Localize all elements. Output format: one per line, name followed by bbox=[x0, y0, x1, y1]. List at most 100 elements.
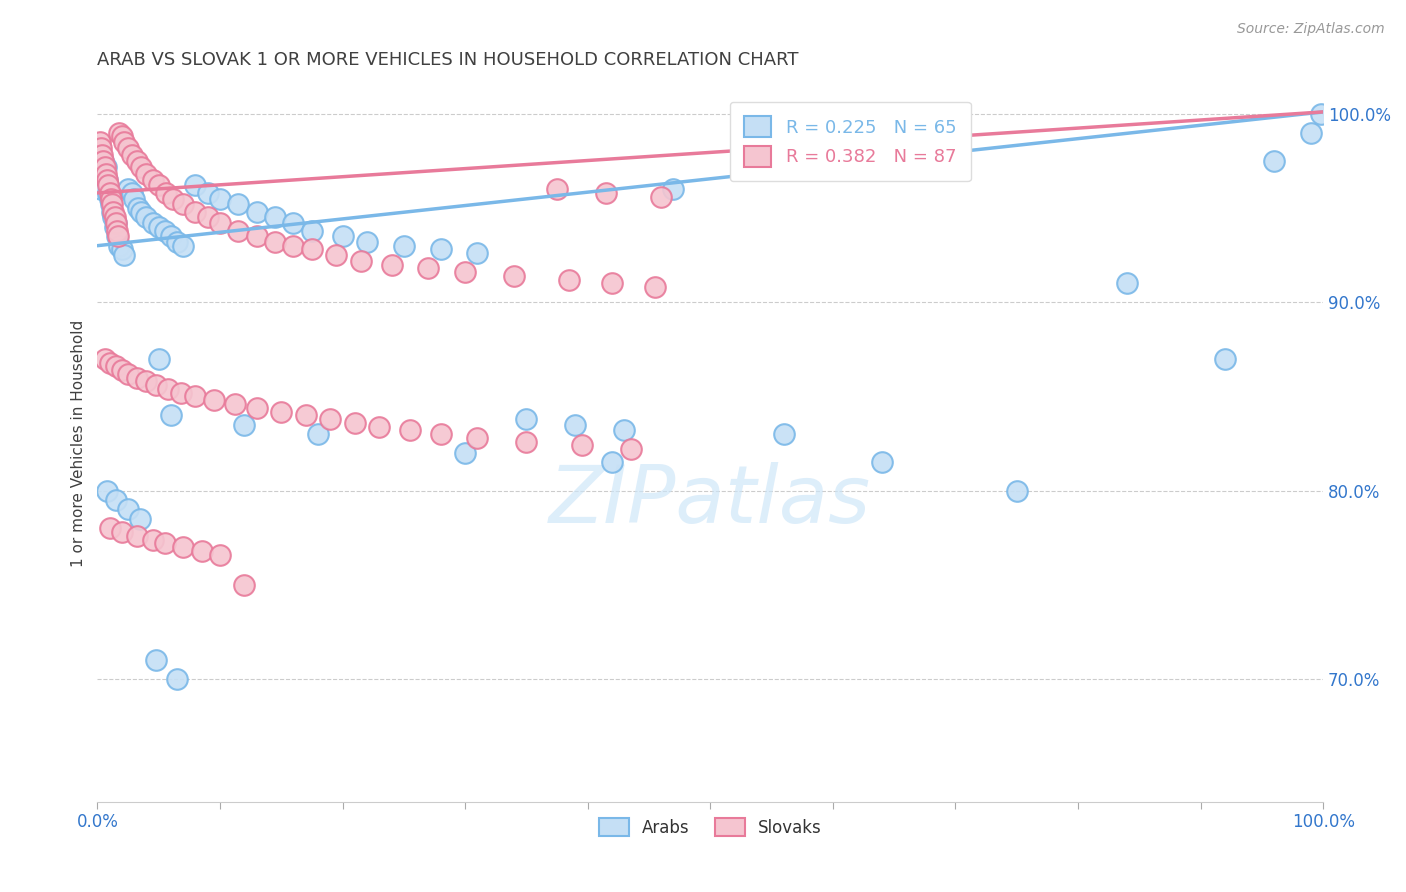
Text: Source: ZipAtlas.com: Source: ZipAtlas.com bbox=[1237, 22, 1385, 37]
Point bbox=[307, 427, 329, 442]
Point bbox=[600, 277, 623, 291]
Point bbox=[380, 258, 402, 272]
Point bbox=[117, 141, 139, 155]
Point bbox=[454, 265, 477, 279]
Point bbox=[135, 375, 157, 389]
Point bbox=[1299, 126, 1322, 140]
Point bbox=[270, 404, 292, 418]
Point bbox=[870, 455, 893, 469]
Point bbox=[148, 219, 170, 234]
Point bbox=[122, 192, 145, 206]
Point bbox=[595, 186, 617, 200]
Point bbox=[157, 382, 180, 396]
Point bbox=[111, 525, 134, 540]
Point bbox=[467, 431, 489, 445]
Point bbox=[350, 253, 373, 268]
Point bbox=[325, 248, 347, 262]
Point bbox=[546, 182, 568, 196]
Point bbox=[246, 229, 269, 244]
Point bbox=[197, 186, 219, 200]
Point bbox=[356, 235, 378, 249]
Point bbox=[662, 182, 685, 196]
Legend: Arabs, Slovaks: Arabs, Slovaks bbox=[592, 812, 828, 843]
Text: ZIPatlas: ZIPatlas bbox=[550, 462, 872, 540]
Point bbox=[264, 211, 287, 225]
Point bbox=[184, 204, 207, 219]
Point bbox=[93, 351, 115, 366]
Point bbox=[117, 502, 139, 516]
Point bbox=[98, 192, 121, 206]
Point bbox=[166, 672, 188, 686]
Point bbox=[172, 540, 194, 554]
Point bbox=[129, 512, 152, 526]
Y-axis label: 1 or more Vehicles in Household: 1 or more Vehicles in Household bbox=[72, 320, 86, 567]
Point bbox=[96, 172, 118, 186]
Point bbox=[190, 544, 212, 558]
Point bbox=[399, 423, 422, 437]
Point bbox=[145, 378, 167, 392]
Point bbox=[246, 401, 269, 415]
Point bbox=[160, 409, 183, 423]
Point bbox=[97, 178, 120, 193]
Point bbox=[117, 367, 139, 381]
Point bbox=[145, 653, 167, 667]
Point bbox=[104, 216, 127, 230]
Point bbox=[644, 280, 666, 294]
Point bbox=[121, 186, 143, 200]
Point bbox=[332, 229, 354, 244]
Point bbox=[166, 235, 188, 249]
Point bbox=[162, 192, 184, 206]
Point bbox=[112, 248, 135, 262]
Point bbox=[148, 351, 170, 366]
Point bbox=[125, 370, 148, 384]
Point bbox=[226, 224, 249, 238]
Point bbox=[103, 204, 125, 219]
Point bbox=[100, 192, 122, 206]
Point bbox=[105, 224, 128, 238]
Point bbox=[515, 434, 537, 449]
Point bbox=[111, 129, 134, 144]
Point bbox=[101, 204, 124, 219]
Point bbox=[1263, 153, 1285, 168]
Point bbox=[108, 238, 131, 252]
Point bbox=[1005, 483, 1028, 498]
Point bbox=[97, 186, 120, 200]
Point bbox=[93, 160, 115, 174]
Point bbox=[117, 182, 139, 196]
Point bbox=[90, 182, 112, 196]
Point bbox=[467, 246, 489, 260]
Point bbox=[107, 229, 129, 244]
Point bbox=[93, 153, 115, 168]
Point bbox=[233, 578, 256, 592]
Point bbox=[208, 216, 231, 230]
Point bbox=[141, 172, 163, 186]
Point bbox=[91, 148, 114, 162]
Point bbox=[100, 197, 122, 211]
Point bbox=[103, 219, 125, 234]
Point bbox=[96, 172, 118, 186]
Point bbox=[141, 216, 163, 230]
Point bbox=[135, 167, 157, 181]
Point bbox=[571, 438, 593, 452]
Point bbox=[224, 397, 246, 411]
Point bbox=[283, 238, 305, 252]
Point bbox=[93, 153, 115, 168]
Point bbox=[125, 529, 148, 543]
Point bbox=[103, 211, 125, 225]
Point bbox=[650, 190, 672, 204]
Point bbox=[454, 446, 477, 460]
Point bbox=[613, 423, 636, 437]
Point bbox=[172, 197, 194, 211]
Point bbox=[429, 427, 451, 442]
Point bbox=[148, 178, 170, 193]
Point bbox=[301, 224, 323, 238]
Point bbox=[160, 229, 183, 244]
Point bbox=[104, 493, 127, 508]
Point bbox=[418, 261, 440, 276]
Point bbox=[202, 393, 225, 408]
Point bbox=[503, 268, 526, 283]
Point bbox=[301, 243, 323, 257]
Point bbox=[135, 211, 157, 225]
Point bbox=[1213, 351, 1236, 366]
Point bbox=[172, 238, 194, 252]
